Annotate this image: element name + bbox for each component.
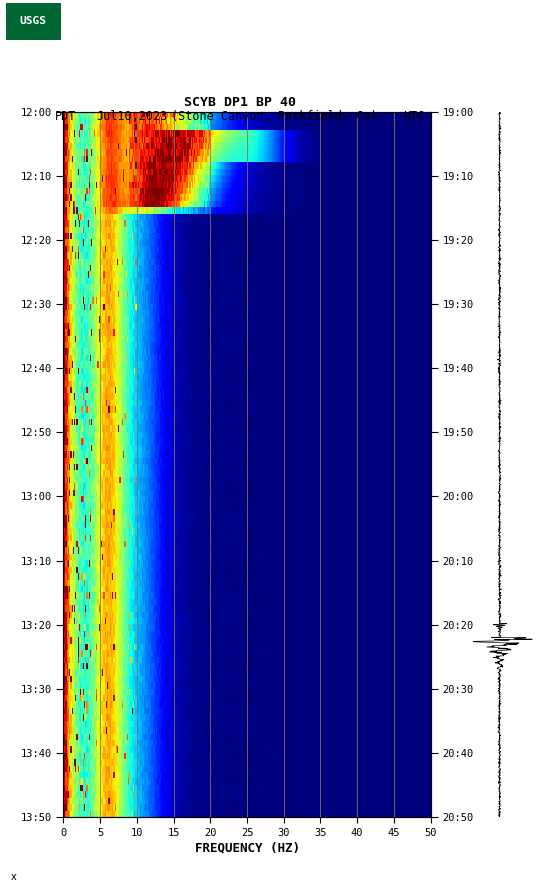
Text: UTC: UTC bbox=[403, 110, 424, 123]
Text: (Stone Canyon, Parkfield, Ca): (Stone Canyon, Parkfield, Ca) bbox=[171, 110, 378, 123]
Text: PDT: PDT bbox=[55, 110, 77, 123]
Text: x: x bbox=[11, 872, 17, 882]
Text: SCYB DP1 BP 40: SCYB DP1 BP 40 bbox=[184, 96, 296, 109]
X-axis label: FREQUENCY (HZ): FREQUENCY (HZ) bbox=[194, 842, 300, 855]
Text: USGS: USGS bbox=[20, 16, 46, 27]
Text: Jul10,2023: Jul10,2023 bbox=[97, 110, 168, 123]
